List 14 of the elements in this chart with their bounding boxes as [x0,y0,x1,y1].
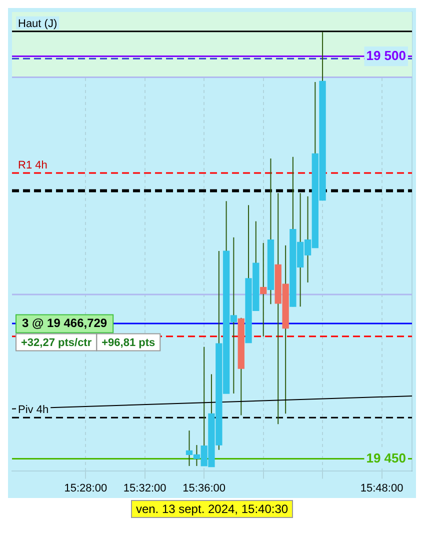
y-tick-label: 19 500 [366,48,406,63]
annotation: +32,27 pts/ctr [21,336,92,349]
candlestick [260,242,267,337]
y-tick-label: 19 450 [366,450,406,466]
ref-line-label: Piv 4h [18,404,49,416]
x-tick-label: 15:36:00 [182,482,226,494]
x-tick-label: 15:48:00 [360,482,404,494]
annotation: +96,81 pts [102,336,156,349]
text: ven. 13 sept. 2024, 15:40:30 [130,500,294,518]
ref-line-label: Haut (J) [18,18,58,30]
ref-line-label: R1 4h [18,160,48,172]
annotation: 3 @ 19 466,729 [22,316,108,330]
x-tick-label: 15:32:00 [123,482,166,494]
x-tick-label: 15:28:00 [64,482,108,494]
